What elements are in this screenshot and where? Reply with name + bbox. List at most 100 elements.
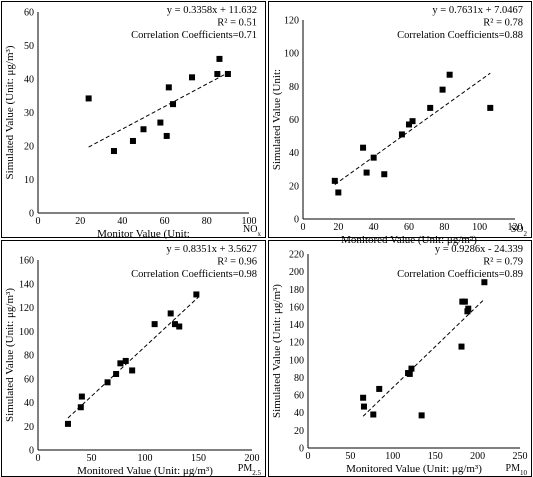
species-label: SO2 [511,224,528,238]
data-point [446,71,453,78]
y-tick-label: 160 [289,302,304,313]
data-point [406,121,412,128]
y-tick-label: 60 [289,115,299,126]
y-tick-label: 20 [24,142,34,153]
x-tick-label: 150 [191,453,206,464]
data-point [117,360,124,367]
data-point [363,169,370,176]
x-tick-label: 100 [242,216,257,227]
y-tick-label: 80 [294,373,304,384]
data-point [64,420,71,427]
y-tick-label: 100 [284,49,299,60]
r-squared: R² = 0.51 [217,18,257,29]
y-axis-title: Simulated Value (Unit: μg/m³) [4,45,16,179]
data-point [406,370,413,377]
trendline [67,296,199,419]
x-tick-label: 60 [404,222,414,233]
y-axis-title: Simulated Value (Unit: μg/m³) [4,288,16,422]
x-tick-label: 0 [36,453,41,464]
species-subscript: x [258,230,262,238]
regression-equation: y = 0.8351x + 3.5627 [166,244,257,255]
trendline [88,72,229,148]
y-tick-label: 80 [289,82,299,93]
data-point [370,154,377,161]
x-tick-label: 0 [301,222,306,233]
x-tick-label: 40 [117,216,127,227]
y-tick-label: 200 [289,267,304,278]
x-tick-label: 50 [345,451,355,462]
data-point [170,101,177,108]
correlation-coefficient: Correlation Coefficients=0.88 [397,30,523,41]
y-tick-label: 10 [24,175,34,186]
data-point [376,385,383,392]
data-point [370,411,377,418]
species-subscript: 10 [520,469,528,477]
panel-border [1,1,266,238]
y-tick-label: 40 [24,398,34,409]
x-tick-label: 120 [508,222,523,233]
panel-border [268,1,532,238]
data-point [481,279,488,286]
y-tick-label: 60 [24,374,34,385]
x-tick-label: 100 [472,222,487,233]
y-tick-label: 60 [294,391,304,402]
y-tick-label: 120 [19,303,34,314]
data-point [487,104,494,111]
data-point [461,298,468,305]
data-point [171,321,178,328]
data-point [224,70,231,77]
x-tick-label: 200 [245,453,260,464]
y-tick-label: 160 [19,256,34,267]
data-point [151,321,158,328]
species-label: PM2.5 [238,463,262,477]
y-tick-label: 0 [299,444,304,455]
correlation-coefficient: Correlation Coefficients=0.98 [131,269,257,280]
regression-equation: y = 0.3358x + 11.632 [167,5,257,16]
y-tick-label: 140 [19,279,34,290]
y-tick-label: 140 [289,320,304,331]
species-subscript: 2.5 [252,469,261,477]
data-point [122,357,129,364]
x-tick-label: 150 [428,451,443,462]
trendline [334,72,491,185]
y-tick-label: 40 [289,148,299,159]
data-point [408,365,415,372]
trendline [362,298,485,417]
y-tick-label: 100 [289,355,304,366]
data-point [157,119,164,126]
data-point [129,137,136,144]
data-point [216,55,223,62]
species-name: NO [243,224,257,235]
x-axis-title: Monitor Value (Unit: [97,228,190,240]
y-tick-label: 40 [24,75,34,86]
y-tick-label: 20 [294,426,304,437]
x-tick-label: 0 [36,216,41,227]
data-point [439,86,446,93]
data-point [360,403,367,410]
x-axis-title: Monitored Value (Unit: μg/m³) [77,465,213,477]
correlation-coefficient: Correlation Coefficients=0.89 [397,269,523,280]
y-tick-label: 0 [29,209,34,220]
species-label: PM10 [506,463,528,477]
data-point [78,393,85,400]
x-tick-label: 100 [385,451,400,462]
data-point [427,104,434,111]
y-tick-label: 30 [24,108,34,119]
data-point [104,379,111,386]
x-tick-label: 100 [138,453,153,464]
x-tick-label: 250 [513,451,528,462]
y-tick-label: 50 [24,41,34,52]
data-point [381,171,388,178]
panel-pm25: 0 50 100 150 200 0 20 40 60 80 100 120 140 160 Monitor… [1,240,266,477]
x-axis-title: Monitored Value (Unit: μg/m³) [346,463,482,475]
x-tick-label: 0 [306,451,311,462]
x-tick-label: 20 [333,222,343,233]
y-tick-label: 40 [294,408,304,419]
y-tick-label: 80 [24,351,34,362]
r-squared: R² = 0.79 [483,257,523,268]
r-squared: R² = 0.96 [217,257,257,268]
regression-equation: y = 0.9286x - 24.339 [435,244,523,255]
data-point [113,371,120,377]
data-point [418,412,425,419]
